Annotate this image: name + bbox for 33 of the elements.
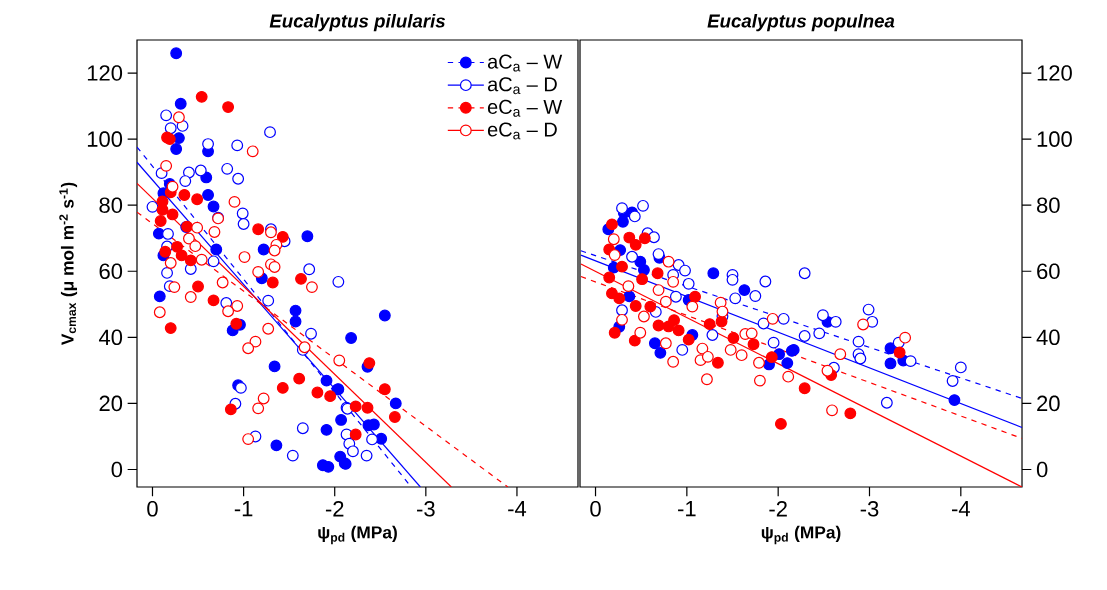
legend-label: eC$_{a}$ – D xyxy=(487,122,557,140)
x-tick-label: -3 xyxy=(417,501,435,517)
x-tick-label: -2 xyxy=(769,501,787,517)
y-tick-label: 0 xyxy=(1036,461,1048,478)
y-tick-label: 0 xyxy=(111,461,123,478)
x-tick-label: -1 xyxy=(234,501,253,517)
y-tick-label: 120 xyxy=(87,65,123,81)
y-tick-label: 40 xyxy=(1036,329,1060,346)
y-tick-label: 20 xyxy=(1037,395,1060,412)
y-tick-label: 80 xyxy=(1037,197,1060,213)
y-tick-label: 60 xyxy=(1037,263,1060,280)
x-tick-label: 0 xyxy=(147,501,158,517)
chart-title: Eucalyptus pilularis xyxy=(269,13,446,32)
legend-label: eC$_{a}$ – W xyxy=(487,99,563,117)
y-tick-label: 80 xyxy=(99,197,123,213)
x-tick-label: -1 xyxy=(678,501,696,517)
x-tick-label: -4 xyxy=(508,501,527,517)
y-tick-label: 120 xyxy=(1037,65,1072,81)
legend-label: aC$_{a}$ – D xyxy=(487,77,557,95)
y-tick-label: 100 xyxy=(1037,131,1072,147)
x-tick-label: -4 xyxy=(952,501,970,517)
legend-label: aC$_{a}$ – W xyxy=(487,54,563,72)
chart-title: Eucalyptus populnea xyxy=(707,13,895,32)
y-tick-label: 20 xyxy=(99,395,123,412)
x-axis-title: ψ$_{pd}$ (MPa) xyxy=(761,525,841,545)
y-tick-label: 60 xyxy=(99,263,123,280)
y-tick-label: 40 xyxy=(98,329,123,346)
x-tick-label: -2 xyxy=(325,501,344,517)
x-tick-label: -3 xyxy=(860,501,879,517)
x-axis-title: ψ$_{pd}$ (MPa) xyxy=(318,525,397,545)
x-tick-label: 0 xyxy=(590,501,601,517)
y-tick-label: 100 xyxy=(87,131,123,147)
y-axis-title: V$_{cmax}$ (μ mol m$^{-2}$ s$^{-1}$) xyxy=(59,182,78,346)
